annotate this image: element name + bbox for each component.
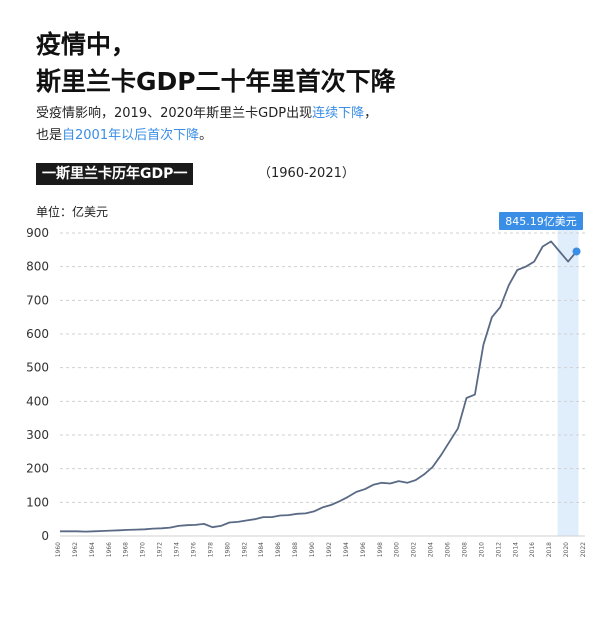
x-tick-label: 1982: [241, 542, 248, 557]
x-tick-label: 1988: [292, 542, 299, 557]
grid-group: [60, 232, 585, 537]
x-tick-label: 1964: [89, 542, 96, 557]
x-tick-label: 2000: [394, 542, 401, 557]
x-tick-label: 1966: [106, 542, 113, 557]
x-tick-label: 2002: [411, 542, 418, 557]
highlight-band-group: [557, 219, 579, 536]
x-tick-label: 2014: [512, 542, 519, 557]
x-tick-label: 1972: [157, 542, 164, 557]
chart-subtitle: 受疫情影响，2019、2020年斯里兰卡GDP出现连续下降， 也是自2001年以…: [36, 103, 377, 147]
x-tick-label: 2022: [580, 542, 587, 557]
y-ticks-group: 0 100 200 300 400 500 600 700 800 900: [26, 226, 49, 543]
x-tick-label: 1978: [207, 542, 214, 557]
callout-box: [499, 212, 583, 230]
subtitle-line-2-highlight: 自2001年以后首次下降: [62, 128, 200, 143]
x-tick-label: 2004: [428, 542, 435, 557]
y-tick-label: 200: [26, 462, 49, 476]
gdp-series-line: [60, 240, 578, 533]
x-tick-label: 1986: [275, 542, 282, 557]
x-tick-label: 1960: [55, 542, 62, 557]
x-tick-label: 2018: [546, 542, 553, 557]
chart-title: 疫情中， 斯里兰卡GDP二十年里首次下降: [36, 26, 396, 100]
y-tick-label: 700: [26, 293, 49, 307]
x-tick-label: 2020: [563, 542, 570, 557]
year-range: （1960-2021）: [258, 166, 355, 181]
x-tick-label: 1962: [72, 542, 79, 557]
last-point-marker: [572, 247, 581, 256]
x-tick-label: 1974: [174, 542, 181, 557]
y-tick-label: 500: [26, 361, 49, 375]
section-label: 一斯里兰卡历年GDP一: [36, 163, 194, 185]
x-tick-label: 2008: [461, 542, 468, 557]
x-tick-label: 1968: [123, 542, 130, 557]
subtitle-line-1-highlight: 连续下降: [312, 106, 365, 121]
subtitle-line-2: 也是自2001年以后首次下降。: [36, 125, 377, 147]
x-tick-label: 1970: [140, 542, 147, 557]
x-tick-label: 1984: [258, 542, 265, 557]
title-line-2: 斯里兰卡GDP二十年里首次下降: [36, 67, 396, 96]
title-line-1: 疫情中，: [36, 30, 137, 59]
x-tick-label: 2016: [529, 542, 536, 557]
subtitle-line-1-end: ，: [364, 106, 378, 121]
x-tick-label: 1994: [343, 542, 350, 557]
subtitle-line-1: 受疫情影响，2019、2020年斯里兰卡GDP出现连续下降，: [36, 103, 377, 125]
x-tick-label: 1980: [224, 542, 231, 557]
y-tick-label: 400: [26, 394, 49, 408]
subtitle-line-2-text: 也是: [36, 128, 63, 143]
x-ticks-group: 1960 1962 1964 1966 1968 1970 1972 1974 1976 1978…: [55, 542, 587, 557]
callout-group: 845.19亿美元: [499, 212, 583, 256]
y-tick-label: 300: [26, 428, 49, 442]
y-tick-label: 100: [26, 495, 49, 509]
callout-label: 845.19亿美元: [505, 215, 577, 228]
x-tick-label: 1998: [377, 542, 384, 557]
y-tick-label: 800: [26, 260, 49, 274]
x-tick-label: 2012: [495, 542, 502, 557]
x-tick-label: 1990: [309, 542, 316, 557]
y-tick-label: 600: [26, 327, 49, 341]
subtitle-line-2-end: 。: [199, 128, 213, 143]
x-tick-label: 1996: [360, 542, 367, 557]
unit-label: 单位：亿美元: [36, 205, 109, 219]
x-tick-label: 1976: [190, 542, 197, 557]
x-tick-label: 1992: [326, 542, 333, 557]
y-tick-label: 900: [26, 226, 49, 240]
subtitle-line-1-text: 受疫情影响，2019、2020年斯里兰卡GDP出现: [36, 106, 313, 121]
y-tick-label: 0: [41, 529, 49, 543]
x-tick-label: 2006: [445, 542, 452, 557]
series-group: [60, 240, 578, 533]
highlight-band: [557, 219, 579, 536]
x-tick-label: 2010: [478, 542, 485, 557]
